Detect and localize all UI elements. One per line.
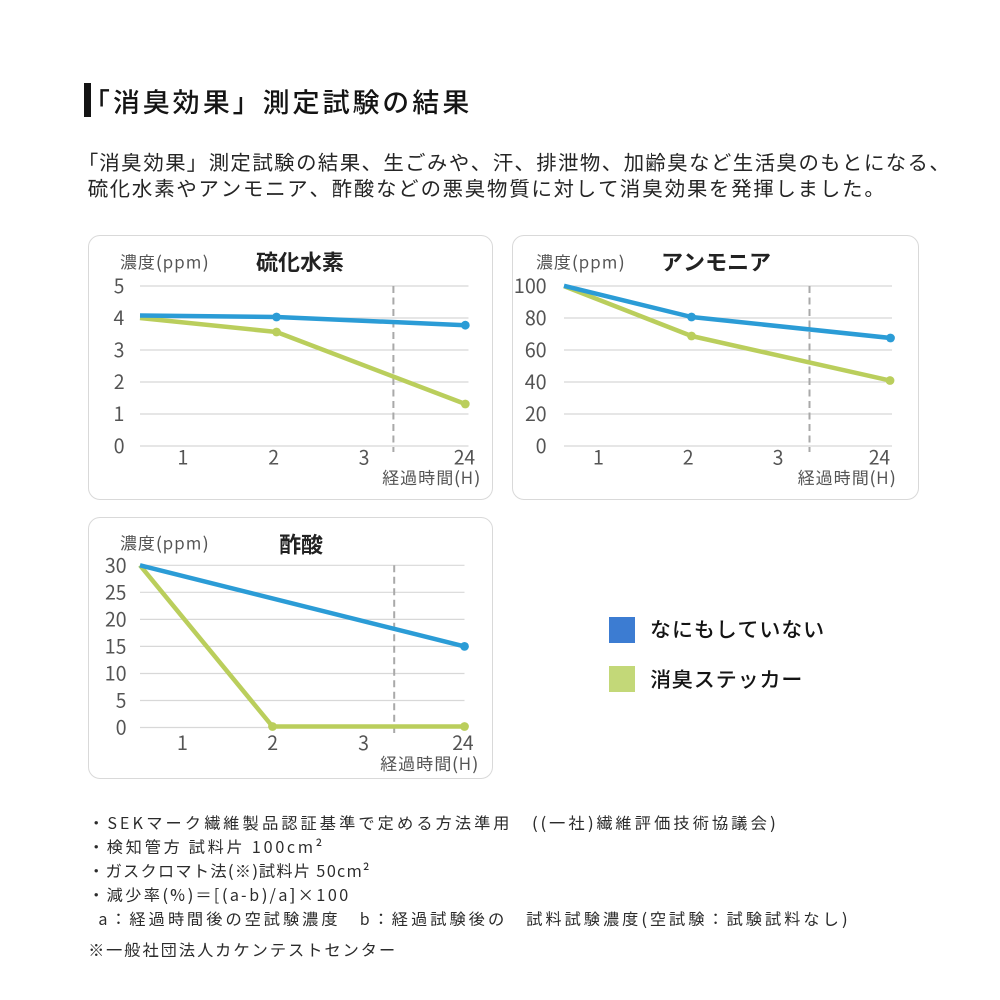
svg-text:1: 1 <box>178 441 189 470</box>
svg-text:濃度(ppm): 濃度(ppm) <box>120 249 209 274</box>
svg-text:濃度(ppm): 濃度(ppm) <box>120 530 209 555</box>
svg-text:3: 3 <box>114 334 125 363</box>
svg-text:2: 2 <box>683 441 694 470</box>
svg-text:5: 5 <box>116 685 127 714</box>
svg-text:1: 1 <box>593 441 604 470</box>
svg-text:10: 10 <box>105 658 127 687</box>
svg-text:24: 24 <box>454 441 476 470</box>
svg-text:80: 80 <box>525 302 547 331</box>
svg-text:経過時間(H): 経過時間(H) <box>382 464 481 489</box>
svg-text:24: 24 <box>452 727 474 756</box>
svg-text:20: 20 <box>525 398 547 427</box>
svg-text:30: 30 <box>105 550 127 579</box>
svg-text:25: 25 <box>105 577 127 606</box>
svg-text:60: 60 <box>525 334 547 363</box>
svg-text:濃度(ppm): 濃度(ppm) <box>536 249 625 274</box>
svg-text:0: 0 <box>536 430 547 459</box>
svg-text:2: 2 <box>267 727 278 756</box>
svg-text:2: 2 <box>268 441 279 470</box>
svg-text:アンモニア: アンモニア <box>661 245 771 277</box>
svg-text:4: 4 <box>114 302 125 331</box>
svg-text:3: 3 <box>358 727 369 756</box>
svg-text:5: 5 <box>114 270 125 299</box>
svg-text:2: 2 <box>114 366 125 395</box>
svg-text:硫化水素: 硫化水素 <box>256 245 344 277</box>
svg-text:経過時間(H): 経過時間(H) <box>380 750 479 775</box>
svg-text:酢酸: 酢酸 <box>279 528 323 560</box>
svg-text:1: 1 <box>177 727 188 756</box>
svg-text:24: 24 <box>869 441 891 470</box>
svg-text:1: 1 <box>114 398 125 427</box>
svg-text:経過時間(H): 経過時間(H) <box>798 464 897 489</box>
svg-text:3: 3 <box>773 441 784 470</box>
svg-text:15: 15 <box>105 631 127 660</box>
svg-text:40: 40 <box>525 366 547 395</box>
svg-text:20: 20 <box>105 604 127 633</box>
svg-text:100: 100 <box>514 270 546 299</box>
svg-text:3: 3 <box>359 441 370 470</box>
svg-text:0: 0 <box>114 430 125 459</box>
svg-text:0: 0 <box>116 712 127 741</box>
